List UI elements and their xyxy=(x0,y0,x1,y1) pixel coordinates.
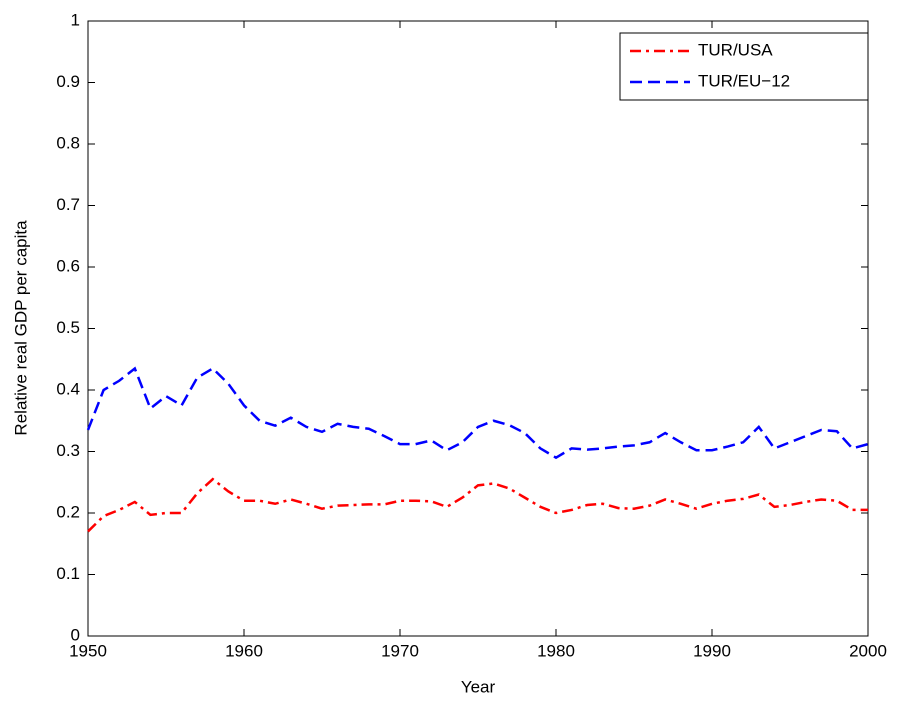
y-tick-label: 0.3 xyxy=(56,441,80,460)
series-line xyxy=(87,477,868,533)
y-tick-label: 0.2 xyxy=(56,502,80,521)
plot-area xyxy=(87,20,869,637)
y-tick-label: 0.9 xyxy=(56,72,80,91)
y-tick-label: 0.5 xyxy=(56,318,80,337)
series-line xyxy=(86,366,869,460)
x-axis-label: Year xyxy=(461,677,496,696)
y-axis-label: Relative real GDP per capita xyxy=(11,220,30,436)
y-tick-label: 0 xyxy=(71,625,80,644)
y-tick-label: 0.1 xyxy=(56,564,80,583)
y-tick-label: 0.8 xyxy=(56,133,80,152)
x-tick-label: 1960 xyxy=(225,641,263,660)
y-tick-label: 0.6 xyxy=(56,256,80,275)
x-tick-label: 1950 xyxy=(69,641,107,660)
y-tick-label: 1 xyxy=(71,10,80,29)
x-tick-label: 1970 xyxy=(381,641,419,660)
legend-label: TUR/USA xyxy=(698,40,773,59)
legend-label: TUR/EU−12 xyxy=(698,71,790,90)
legend-box xyxy=(619,32,869,101)
x-tick-label: 2000 xyxy=(849,641,887,660)
x-tick-label: 1980 xyxy=(537,641,575,660)
y-tick-label: 0.7 xyxy=(56,195,80,214)
y-tick-label: 0.4 xyxy=(56,379,80,398)
x-tick-label: 1990 xyxy=(693,641,731,660)
